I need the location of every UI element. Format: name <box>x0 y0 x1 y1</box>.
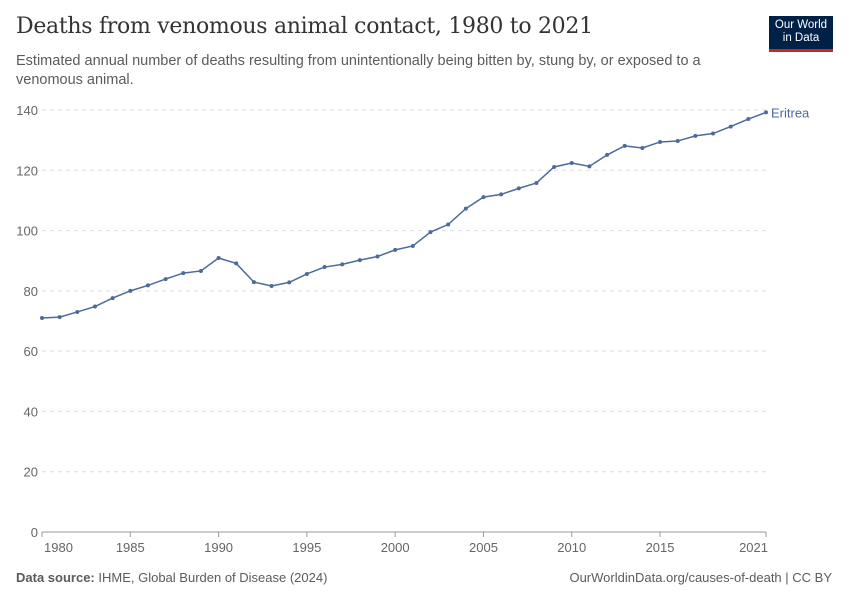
data-point <box>75 309 80 314</box>
y-tick-label: 80 <box>24 284 38 299</box>
data-point <box>410 243 415 248</box>
data-point <box>322 265 327 270</box>
y-tick-label: 100 <box>16 224 38 239</box>
x-tick-label: 2010 <box>557 540 586 555</box>
data-point <box>693 133 698 138</box>
owid-logo[interactable]: Our World in Data <box>769 16 833 52</box>
x-tick-label: 2005 <box>469 540 498 555</box>
source-text[interactable]: IHME, Global Burden of Disease (2024) <box>98 570 328 585</box>
data-point <box>428 230 433 235</box>
data-point <box>251 280 256 285</box>
data-point <box>340 262 345 267</box>
data-point <box>764 110 768 115</box>
y-tick-label: 40 <box>24 404 38 419</box>
data-point <box>234 261 239 266</box>
x-tick-label: 1985 <box>116 540 145 555</box>
data-point <box>481 195 486 200</box>
data-point <box>446 222 451 227</box>
data-point <box>357 258 362 263</box>
data-point <box>711 131 716 136</box>
data-point <box>622 143 627 148</box>
data-point <box>746 117 751 122</box>
x-tick-label: 2015 <box>646 540 675 555</box>
data-point <box>181 271 186 276</box>
chart-title: Deaths from venomous animal contact, 198… <box>16 14 593 39</box>
data-point <box>287 280 292 285</box>
data-point <box>92 304 97 309</box>
y-tick-label: 140 <box>16 103 38 118</box>
data-point <box>516 186 521 191</box>
data-point <box>375 254 380 259</box>
data-point <box>128 288 133 293</box>
data-point <box>640 145 645 150</box>
data-point <box>269 284 274 289</box>
data-point <box>145 283 150 288</box>
data-point <box>499 192 504 197</box>
data-point <box>110 296 115 301</box>
y-tick-label: 20 <box>24 465 38 480</box>
data-point <box>304 271 309 276</box>
data-point <box>728 124 733 129</box>
series-label: Eritrea <box>771 105 810 120</box>
chart-subtitle: Estimated annual number of deaths result… <box>16 53 701 88</box>
x-tick-label: 1995 <box>292 540 321 555</box>
data-point <box>587 164 592 169</box>
data-point <box>57 315 62 320</box>
y-tick-label: 0 <box>31 525 38 540</box>
data-point <box>552 164 557 169</box>
data-point <box>198 268 203 273</box>
x-tick-label: 1990 <box>204 540 233 555</box>
data-source: Data source: IHME, Global Burden of Dise… <box>16 570 327 585</box>
source-label: Data source: <box>16 570 95 585</box>
data-point <box>40 315 44 320</box>
x-tick-label: 2021 <box>739 540 768 555</box>
data-point <box>163 277 168 282</box>
x-tick-label: 2000 <box>381 540 410 555</box>
data-point <box>658 139 663 144</box>
source-url[interactable]: OurWorldinData.org/causes-of-death | CC … <box>569 570 832 585</box>
data-point <box>463 206 468 211</box>
series-line <box>41 111 767 319</box>
x-tick-label: 1980 <box>44 540 73 555</box>
data-point <box>216 256 221 261</box>
data-point <box>534 180 539 185</box>
data-point <box>605 152 610 157</box>
y-tick-label: 120 <box>16 163 38 178</box>
data-point <box>569 161 574 166</box>
data-point <box>675 139 680 144</box>
y-tick-label: 60 <box>24 344 38 359</box>
data-point <box>393 247 398 252</box>
